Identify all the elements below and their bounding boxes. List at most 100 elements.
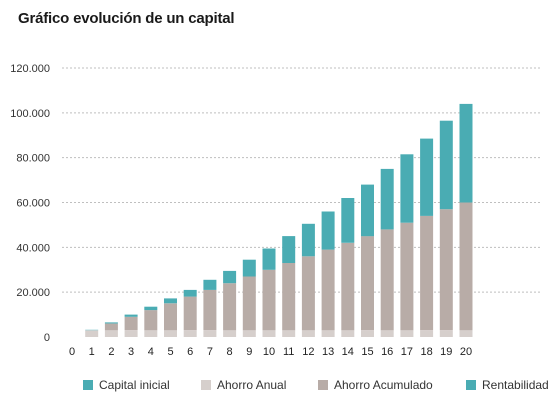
bar-segment-rentabilidad xyxy=(183,289,197,297)
x-tick-label: 8 xyxy=(227,346,233,358)
x-tick-label: 16 xyxy=(381,346,393,358)
legend-item-capital-inicial: Capital inicial xyxy=(83,378,170,392)
x-tick-label: 13 xyxy=(322,346,334,358)
y-tick-label: 80.000 xyxy=(16,153,50,165)
bar-segment-rentabilidad xyxy=(301,223,315,257)
bar-segment-rentabilidad xyxy=(321,211,335,250)
x-tick-label: 5 xyxy=(167,346,173,358)
x-tick-label: 6 xyxy=(187,346,193,358)
bar-segment-ahorro-anual xyxy=(439,330,453,337)
bar-segment-rentabilidad xyxy=(439,120,453,210)
chart-title: Gráfico evolución de un capital xyxy=(18,10,235,27)
y-tick-label: 100.000 xyxy=(10,108,50,120)
bar-segment-ahorro-acumulado xyxy=(459,202,473,331)
bar-segment-rentabilidad xyxy=(459,103,473,203)
bar-segment-ahorro-acumulado xyxy=(380,229,394,331)
x-tick-label: 1 xyxy=(89,346,95,358)
x-tick-label: 14 xyxy=(342,346,354,358)
bar-segment-rentabilidad xyxy=(361,184,374,237)
bar-segment-ahorro-anual xyxy=(321,330,335,337)
bars xyxy=(85,103,473,337)
legend-swatch-capital-inicial xyxy=(83,380,93,390)
bar-segment-rentabilidad xyxy=(400,154,414,223)
bar-segment-ahorro-anual xyxy=(361,330,374,337)
bar-segment-ahorro-acumulado xyxy=(223,283,237,331)
bar-segment-rentabilidad xyxy=(144,306,158,311)
bar-segment-ahorro-anual xyxy=(380,330,394,337)
bar-segment-ahorro-acumulado xyxy=(420,215,434,331)
bar-segment-rentabilidad xyxy=(203,279,217,290)
bar-segment-rentabilidad xyxy=(420,138,434,216)
legend-label-rentabilidad: Rentabilidad xyxy=(482,378,549,392)
bar-segment-ahorro-anual xyxy=(459,330,473,337)
bar-segment-rentabilidad xyxy=(262,248,276,270)
legend-item-ahorro-acumulado: Ahorro Acumulado xyxy=(318,378,433,392)
x-tick-label: 12 xyxy=(302,346,314,358)
x-tick-label: 11 xyxy=(283,346,294,358)
x-tick-label: 15 xyxy=(361,346,373,358)
x-tick-label: 7 xyxy=(207,346,213,358)
x-axis-ticks: 0 1 2 3 4 5 6 7 8 9 10 11 12 13 14 15 16 17 18 19 20 xyxy=(69,346,472,358)
y-tick-label: 40.000 xyxy=(16,242,50,254)
legend-item-ahorro-anual: Ahorro Anual xyxy=(201,378,286,392)
x-tick-label: 19 xyxy=(440,346,452,358)
bar-segment-ahorro-acumulado xyxy=(144,310,158,331)
legend-item-rentabilidad: Rentabilidad xyxy=(466,378,549,392)
bar-segment-ahorro-acumulado xyxy=(361,236,374,331)
bar-segment-ahorro-anual xyxy=(242,330,256,337)
x-tick-label: 3 xyxy=(128,346,134,358)
bar-segment-rentabilidad xyxy=(242,259,256,277)
bar-segment-ahorro-acumulado xyxy=(341,242,355,331)
bar-segment-rentabilidad xyxy=(104,322,118,324)
bar-segment-ahorro-anual xyxy=(341,330,355,337)
bar-segment-ahorro-acumulado xyxy=(262,269,276,331)
bar-segment-ahorro-anual xyxy=(301,330,315,337)
y-axis-ticks: 0 20.000 40.000 60.000 80.000 100.000 120.000 xyxy=(10,63,50,344)
bar-segment-ahorro-acumulado xyxy=(301,256,315,331)
bar-segment-ahorro-anual xyxy=(262,330,276,337)
chart-svg: 020.00040.00060.00080.000100.000120.000 … xyxy=(10,63,540,358)
bar-segment-ahorro-anual xyxy=(104,330,118,337)
x-tick-label: 20 xyxy=(460,346,472,358)
bar-segment-ahorro-anual xyxy=(144,330,158,337)
x-tick-label: 17 xyxy=(401,346,413,358)
bar-segment-ahorro-acumulado xyxy=(164,303,177,331)
y-tick-label: 20.000 xyxy=(16,287,50,299)
bar-segment-ahorro-acumulado xyxy=(439,209,453,331)
bar-segment-ahorro-anual xyxy=(164,330,177,337)
bar-segment-rentabilidad xyxy=(282,236,296,263)
bar-segment-ahorro-anual xyxy=(282,330,296,337)
y-tick-label: 60.000 xyxy=(16,198,50,210)
bar-segment-ahorro-acumulado xyxy=(203,289,217,331)
y-tick-label: 120.000 xyxy=(10,63,50,75)
legend-label-ahorro-acumulado: Ahorro Acumulado xyxy=(334,378,433,392)
x-tick-label: 4 xyxy=(148,346,154,358)
legend-swatch-rentabilidad xyxy=(466,380,476,390)
bar-segment-ahorro-acumulado xyxy=(282,263,296,331)
x-tick-label: 9 xyxy=(246,346,252,358)
x-tick-label: 2 xyxy=(108,346,114,358)
bar-segment-ahorro-acumulado xyxy=(321,249,335,331)
bar-segment-ahorro-anual xyxy=(124,330,138,337)
x-tick-label: 18 xyxy=(420,346,432,358)
bar-segment-ahorro-anual xyxy=(203,330,217,337)
legend-swatch-ahorro-anual xyxy=(201,380,211,390)
legend-swatch-ahorro-acumulado xyxy=(318,380,328,390)
bar-segment-ahorro-anual xyxy=(85,330,99,337)
bar-segment-rentabilidad xyxy=(341,198,355,243)
bar-segment-rentabilidad xyxy=(124,314,138,317)
bar-segment-ahorro-anual xyxy=(183,330,197,337)
bar-segment-rentabilidad xyxy=(164,298,177,304)
bar-segment-ahorro-acumulado xyxy=(242,276,256,331)
y-tick-label: 0 xyxy=(44,332,50,344)
bar-segment-ahorro-anual xyxy=(223,330,237,337)
bar-segment-ahorro-anual xyxy=(400,330,414,337)
bar-segment-ahorro-acumulado xyxy=(124,316,138,331)
x-tick-label: 10 xyxy=(263,346,275,358)
bar-segment-ahorro-acumulado xyxy=(104,323,118,331)
bar-segment-rentabilidad xyxy=(380,168,394,230)
legend-label-ahorro-anual: Ahorro Anual xyxy=(217,378,287,392)
x-tick-label: 0 xyxy=(69,346,75,358)
bar-segment-ahorro-acumulado xyxy=(183,296,197,331)
bar-segment-rentabilidad xyxy=(223,270,237,284)
